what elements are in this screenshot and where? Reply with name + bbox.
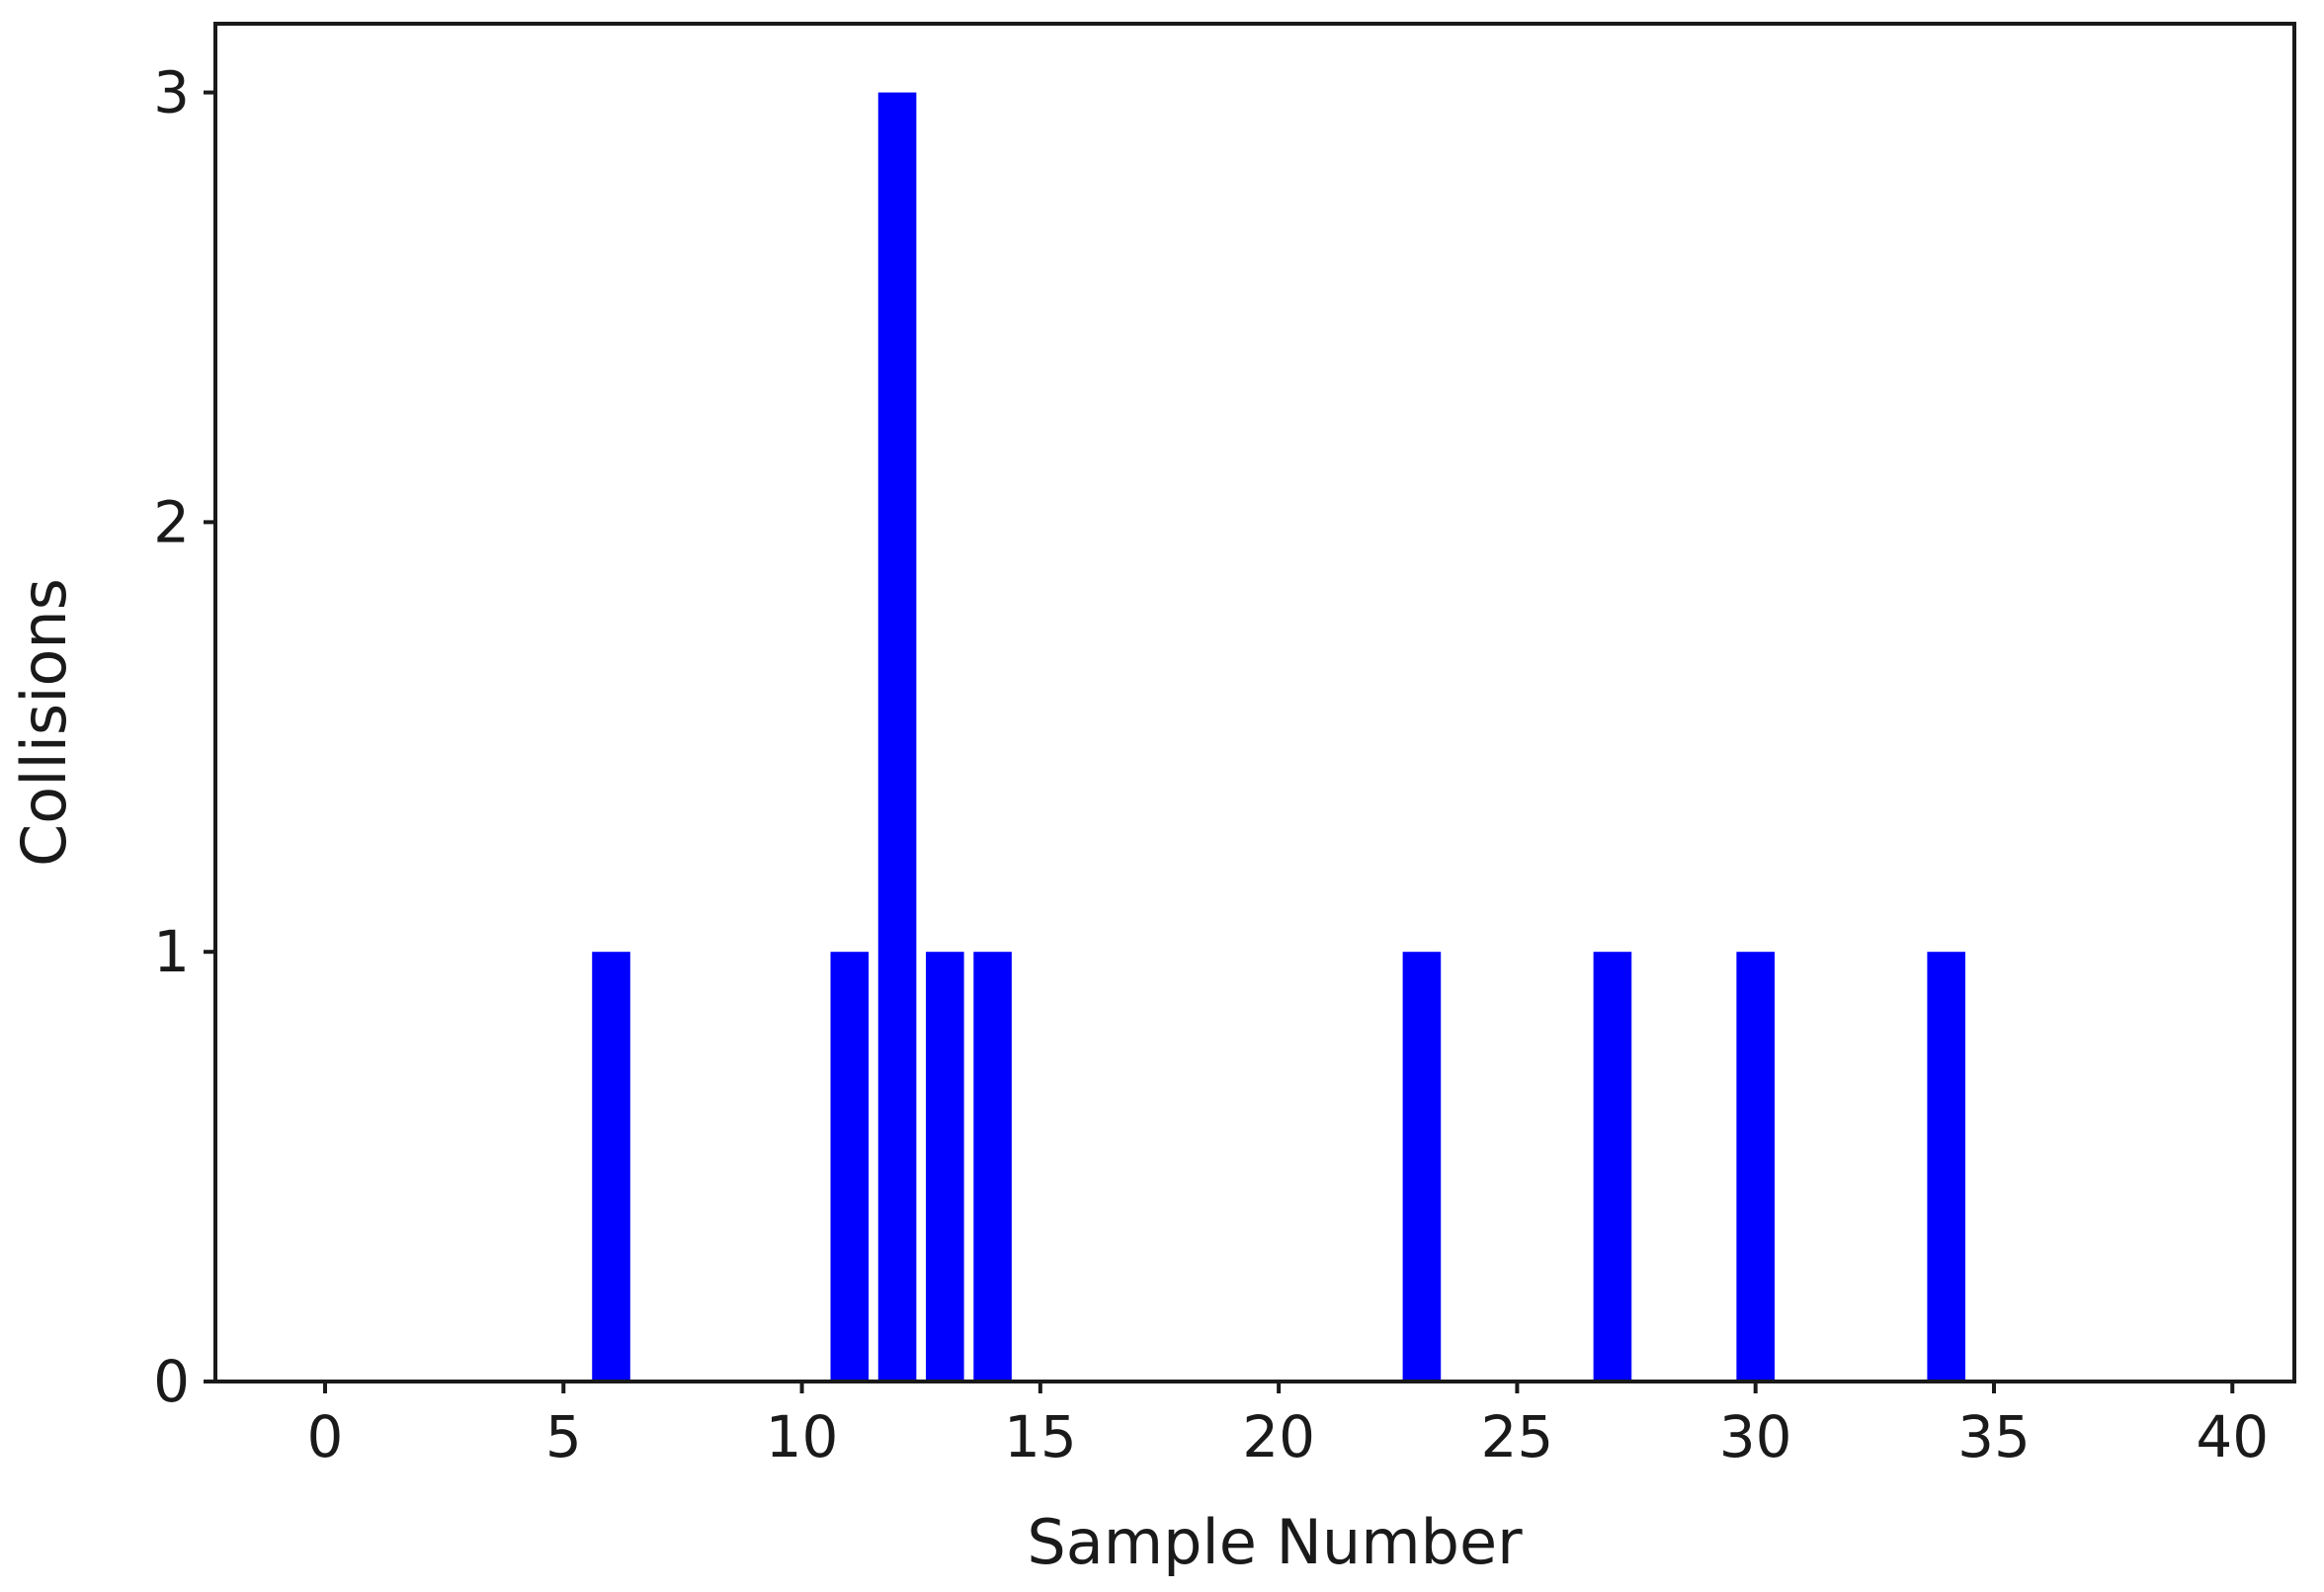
bar-sample-27 [1593, 952, 1632, 1382]
bar-sample-12 [877, 92, 917, 1383]
bar-sample-6 [592, 952, 630, 1382]
bars-layer [592, 92, 1966, 1383]
bar-sample-30 [1736, 952, 1775, 1382]
x-tick-label: 15 [1004, 1403, 1077, 1470]
x-tick-label: 0 [307, 1403, 344, 1470]
y-tick-label: 3 [153, 59, 190, 126]
bar-sample-14 [973, 952, 1012, 1382]
y-tick-label: 1 [153, 918, 190, 985]
bar-sample-23 [1402, 952, 1442, 1382]
x-tick-label: 35 [1957, 1403, 2031, 1470]
x-tick-label: 10 [766, 1403, 839, 1470]
bar-sample-13 [926, 952, 964, 1382]
x-tick-label: 5 [545, 1403, 582, 1470]
x-tick-label: 25 [1481, 1403, 1554, 1470]
x-axis-label: Sample Number [1027, 1506, 1523, 1578]
plot-frame [213, 22, 2296, 1383]
x-tick-label: 40 [2196, 1403, 2269, 1470]
ticks-layer: 0 5 10 15 20 25 30 35 40 0 1 2 3 [153, 59, 2269, 1470]
bar-sample-11 [830, 952, 870, 1382]
y-tick-label: 2 [153, 488, 190, 555]
y-tick-label: 0 [153, 1348, 190, 1415]
x-tick-label: 20 [1242, 1403, 1315, 1470]
y-axis-label: Collisions [8, 578, 80, 867]
bar-sample-34 [1927, 952, 1966, 1382]
x-tick-label: 30 [1719, 1403, 1792, 1470]
